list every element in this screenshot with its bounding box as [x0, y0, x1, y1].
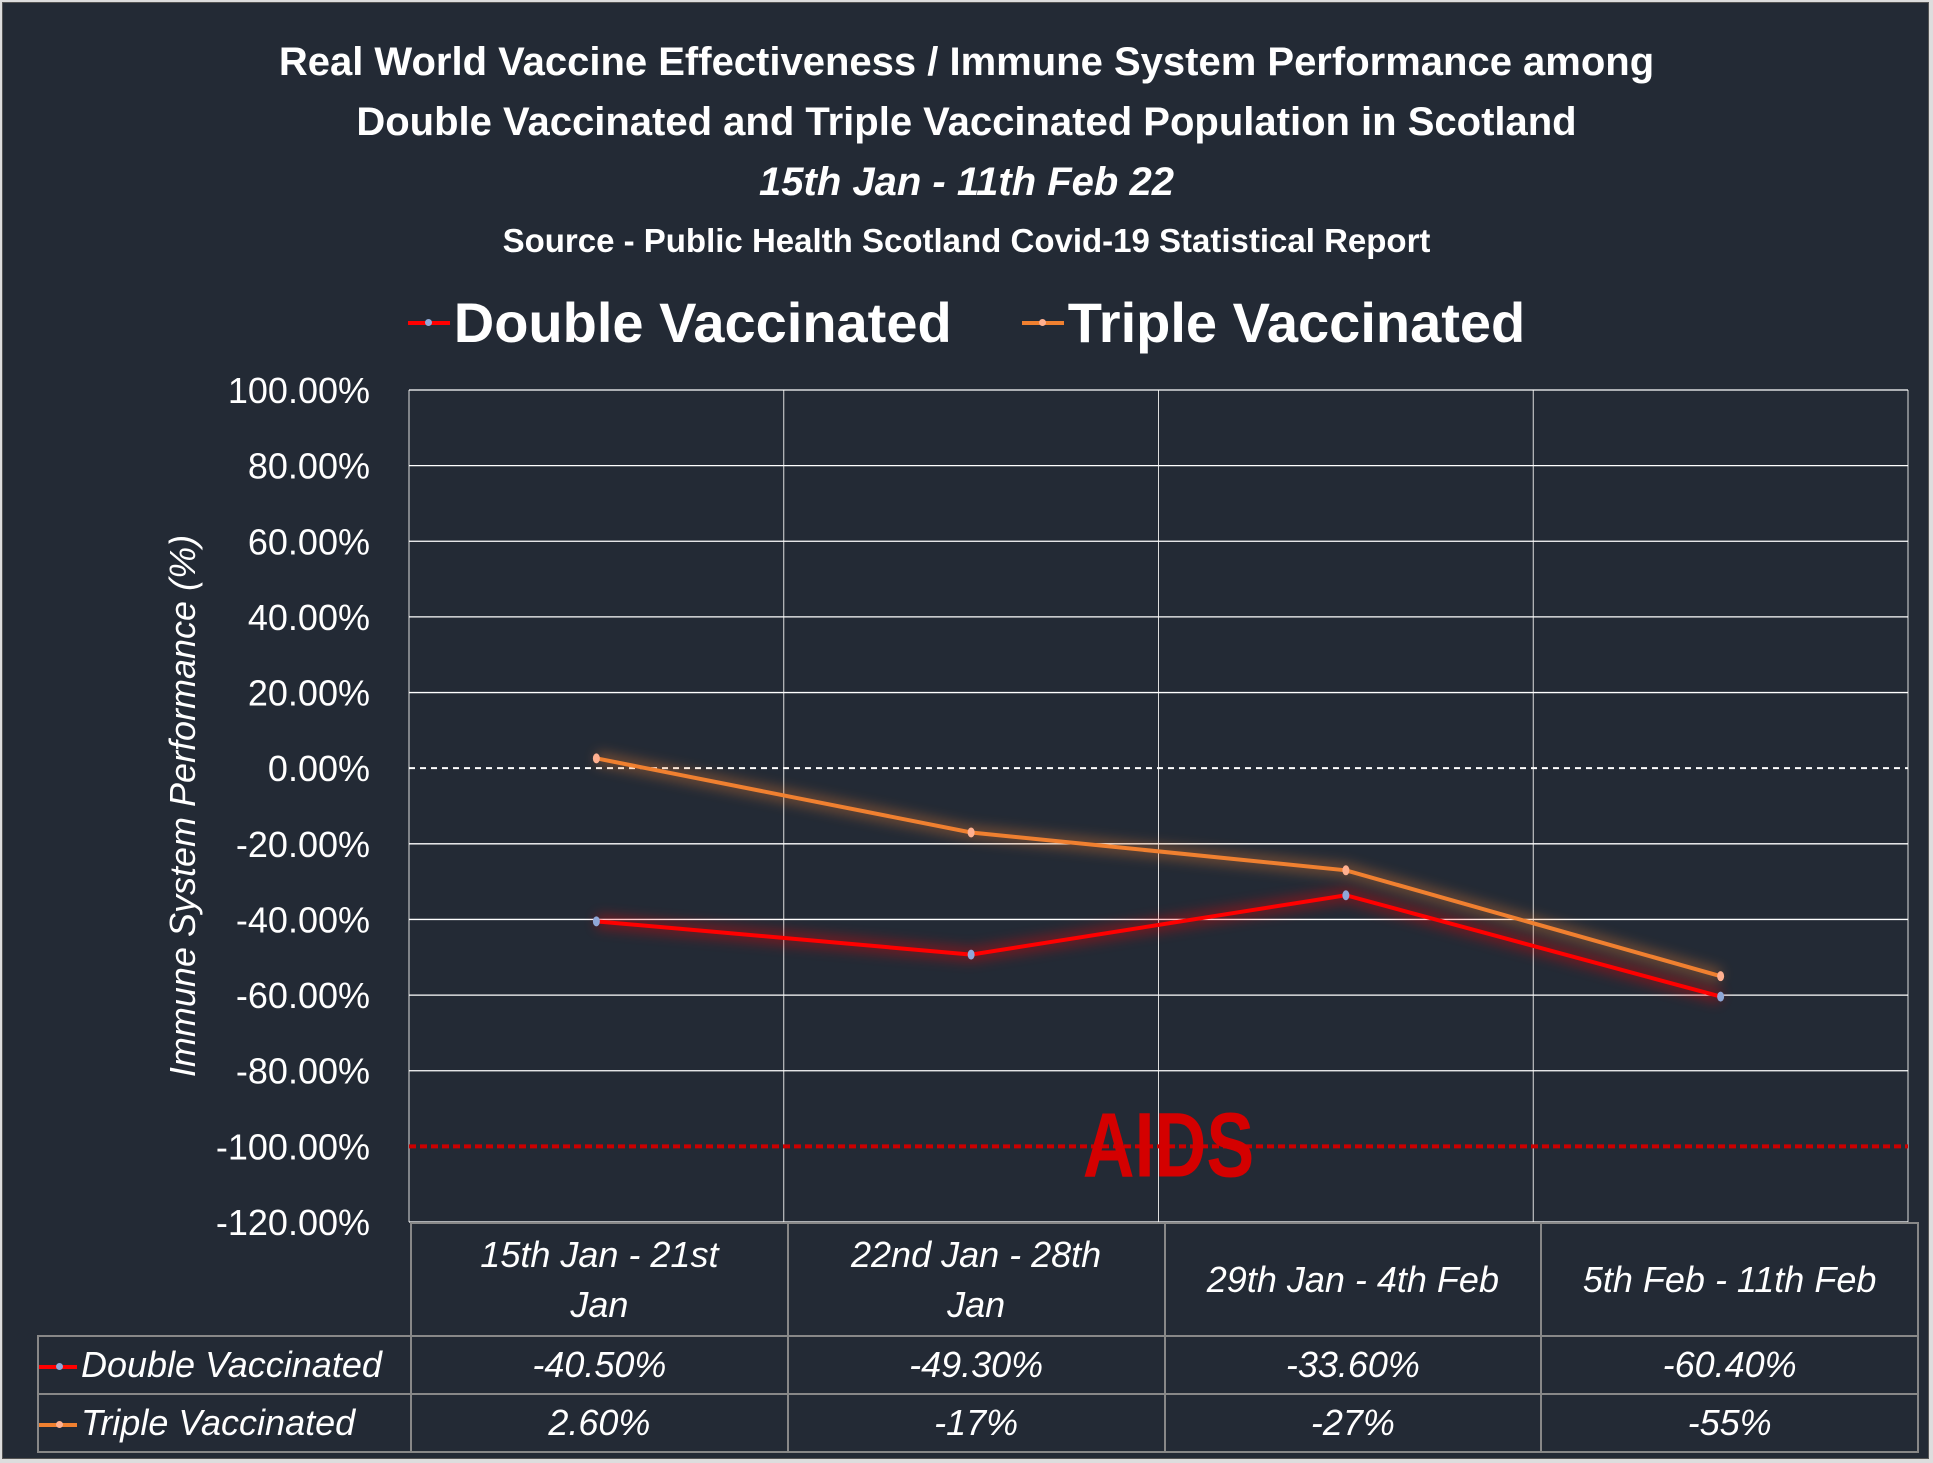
series-line-triple [595, 756, 1722, 979]
data-value-cell: 2.60% [410, 1393, 789, 1453]
annotation-aids: AIDS [1083, 1094, 1254, 1197]
y-tick-label: -100.00% [216, 1126, 370, 1167]
data-point [967, 949, 975, 960]
data-point [1717, 971, 1725, 982]
data-point [592, 753, 600, 764]
chart-source: Source - Public Health Scotland Covid-19… [502, 222, 1431, 259]
legend-marker [39, 1363, 77, 1371]
y-tick-label: 40.00% [248, 597, 370, 638]
legend-item-double: Double Vaccinated [407, 290, 952, 355]
y-tick-label: 80.00% [248, 446, 370, 487]
table-row: Triple Vaccinated 2.60% -17% -27% -55% [37, 1393, 1919, 1453]
data-value-cell: -40.50% [410, 1335, 789, 1395]
legend-label: Triple Vaccinated [1067, 291, 1526, 354]
x-tick-label-line: 15th Jan - 21st [480, 1233, 719, 1275]
data-value-cell: -60.40% [1540, 1335, 1919, 1395]
data-value-cell: -27% [1163, 1393, 1543, 1453]
data-point [592, 916, 600, 927]
chart-title: Real World Vaccine Effectiveness / Immun… [278, 40, 1655, 84]
legend-marker-double [407, 318, 450, 326]
data-point [1342, 890, 1350, 901]
data-point [967, 827, 975, 838]
x-tick-label-line: Jan [947, 1283, 1006, 1325]
y-tick-label: 100.00% [228, 370, 370, 411]
chart-subtitle: 15th Jan - 11th Feb 22 [759, 160, 1174, 204]
legend-label: Double Vaccinated [453, 291, 952, 354]
x-tick-label-line: Jan [570, 1283, 629, 1325]
data-table: 15th Jan - 21st Jan 22nd Jan - 28th Jan 29th… [37, 1222, 1919, 1453]
y-tick-label: 0.00% [268, 748, 370, 789]
table-row: Double Vaccinated -40.50% -49.30% -33.60% -6… [37, 1335, 1919, 1395]
y-tick-label: 20.00% [248, 673, 370, 714]
series-name: Double Vaccinated [81, 1344, 382, 1385]
series-name: Triple Vaccinated [81, 1402, 356, 1443]
x-tick-label-line: 5th Feb - 11th Feb [1582, 1258, 1877, 1300]
x-tick-label-line: 29th Jan - 4th Feb [1206, 1258, 1499, 1300]
table-row-header: Double Vaccinated [37, 1335, 412, 1395]
legend-item-triple: Triple Vaccinated [1021, 290, 1526, 355]
x-tick-label: 15th Jan - 21st Jan [410, 1222, 789, 1337]
y-tick-label: -40.00% [236, 899, 370, 940]
y-tick-label: -80.00% [236, 1051, 370, 1092]
y-tick-label: -60.00% [236, 975, 370, 1016]
data-value-cell: -17% [786, 1393, 1166, 1453]
data-value-cell: -33.60% [1163, 1335, 1543, 1395]
y-tick-label: -120.00% [216, 1202, 370, 1243]
x-tick-label: 5th Feb - 11th Feb [1540, 1222, 1919, 1337]
data-value-cell: -49.30% [786, 1335, 1166, 1395]
chart-title-line2: Double Vaccinated and Triple Vaccinated … [356, 100, 1577, 144]
series-line-double [596, 893, 1722, 999]
x-tick-label: 22nd Jan - 28th Jan [786, 1222, 1166, 1337]
legend-marker [39, 1421, 77, 1429]
x-tick-label-line: 22nd Jan - 28th [851, 1233, 1102, 1275]
data-point [1342, 865, 1350, 876]
table-row-header: Triple Vaccinated [37, 1393, 412, 1453]
legend-marker-triple [1021, 318, 1064, 326]
y-tick-label: -20.00% [236, 824, 370, 865]
data-point [1717, 991, 1725, 1002]
data-value-cell: -55% [1540, 1393, 1919, 1453]
x-tick-label: 29th Jan - 4th Feb [1163, 1222, 1543, 1337]
legend: Double Vaccinated Triple Vaccinated [0, 290, 1933, 355]
table-corner [38, 1223, 411, 1336]
y-tick-label: 60.00% [248, 521, 370, 562]
